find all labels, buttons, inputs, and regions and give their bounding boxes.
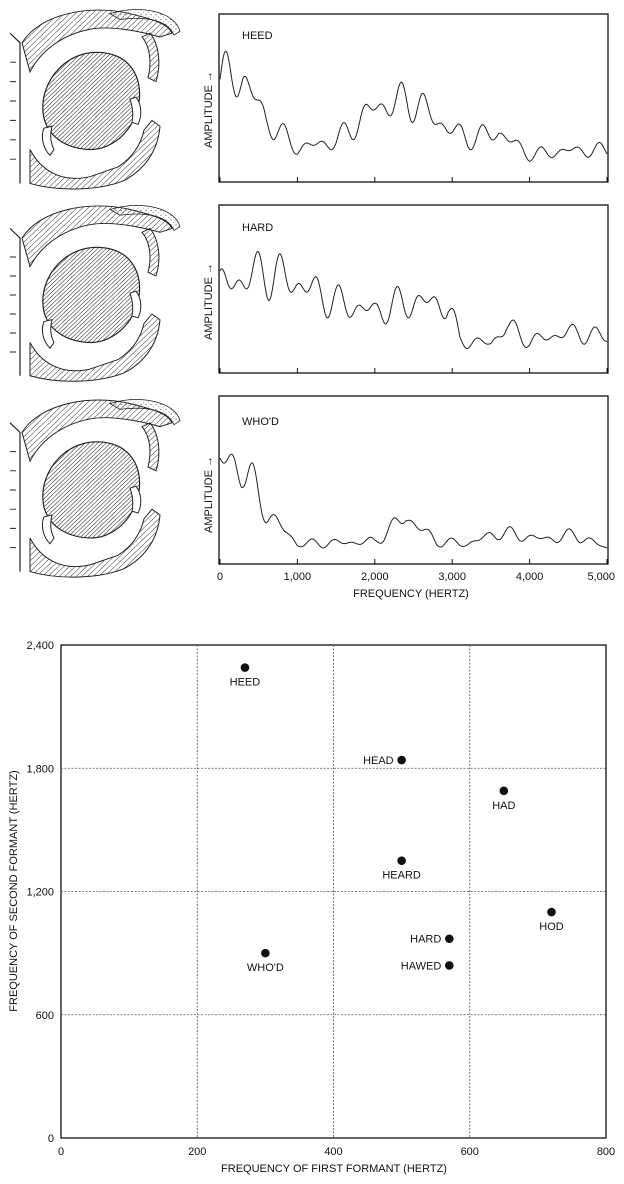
scatter-points: HEED HEAD HAD HEARD HOD HARD WHO'D HAWED — [230, 663, 564, 974]
vocal-tract-heed — [9, 8, 181, 190]
spectrum-panel-hard: HARD AMPLITUDE → — [203, 204, 609, 374]
x-tick-label: 400 — [324, 1146, 342, 1158]
y-tick-label: 2,400 — [26, 640, 54, 652]
y-tick-label: 1,800 — [26, 763, 54, 775]
scatter-y-tick-labels: 0 600 1,200 1,800 2,400 — [26, 640, 54, 1145]
vocal-tract-whod — [9, 398, 181, 578]
spectrum-line — [219, 250, 607, 349]
spectrum-panel-whod: WHO'D AMPLITUDE → — [203, 395, 609, 565]
frequency-tick-label: 1,000 — [284, 571, 312, 583]
vowel-point-label: HEED — [230, 677, 261, 689]
vowel-point — [547, 907, 556, 917]
panel-label: WHO'D — [242, 416, 279, 428]
y-tick-label: 1,200 — [26, 887, 54, 899]
frequency-tick-labels: 0 1,000 2,000 3,000 4,000 5,000 — [217, 571, 615, 583]
vowel-point — [397, 755, 406, 765]
frequency-tick-label: 4,000 — [516, 571, 544, 583]
vowel-point — [261, 948, 270, 958]
vowel-point — [445, 961, 454, 970]
scatter-grid — [61, 645, 606, 1138]
spectrum-panel-heed: HEED AMPLITUDE → — [203, 13, 609, 183]
amplitude-axis-label: AMPLITUDE → — [203, 456, 215, 533]
x-tick-label: 800 — [597, 1146, 615, 1158]
vowel-point — [397, 856, 406, 865]
y-tick-label: 600 — [36, 1010, 54, 1022]
spectrum-line — [219, 50, 608, 162]
vowel-point-label: HEAD — [363, 755, 394, 767]
vowel-point — [240, 663, 250, 672]
vowel-point-label: HARD — [410, 934, 441, 946]
scatter-x-axis-label: FREQUENCY OF FIRST FORMANT (HERTZ) — [221, 1163, 447, 1175]
vowel-point — [499, 786, 509, 796]
spectra-group: HEED AMPLITUDE → HARD AMPLITUDE → WHO'D … — [203, 13, 615, 600]
vowel-point-label: HOD — [539, 921, 564, 933]
vocal-tract-hard — [9, 204, 181, 382]
panel-frame — [218, 13, 609, 183]
spectrum-line — [219, 453, 608, 549]
panel-frame — [218, 204, 609, 374]
panel-label: HARD — [242, 222, 273, 234]
y-tick-label: 0 — [48, 1133, 54, 1145]
frequency-tick-label: 0 — [217, 571, 223, 583]
panel-frame — [218, 395, 609, 565]
frequency-tick-label: 5,000 — [587, 571, 615, 583]
x-tick-label: 200 — [188, 1146, 206, 1158]
panel-label: HEED — [242, 30, 273, 42]
frequency-axis-label: FREQUENCY (HERTZ) — [353, 588, 469, 600]
frequency-tick-label: 3,000 — [438, 571, 466, 583]
scatter-y-axis-label: FREQUENCY OF SECOND FORMANT (HERTZ) — [8, 770, 20, 1011]
vowel-point-label: HEARD — [382, 870, 421, 882]
amplitude-axis-label: AMPLITUDE → — [203, 71, 215, 148]
amplitude-axis-label: AMPLITUDE → — [203, 263, 215, 340]
x-tick-label: 0 — [58, 1146, 64, 1158]
scatter-x-tick-labels: 0 200 400 600 800 — [58, 1146, 615, 1158]
vowel-point — [445, 934, 454, 944]
vowel-point-label: WHO'D — [247, 962, 284, 974]
frequency-tick-label: 2,000 — [361, 571, 389, 583]
vowel-point-label: HAWED — [401, 960, 442, 972]
vowel-point-label: HAD — [492, 800, 515, 812]
x-tick-label: 600 — [461, 1146, 479, 1158]
